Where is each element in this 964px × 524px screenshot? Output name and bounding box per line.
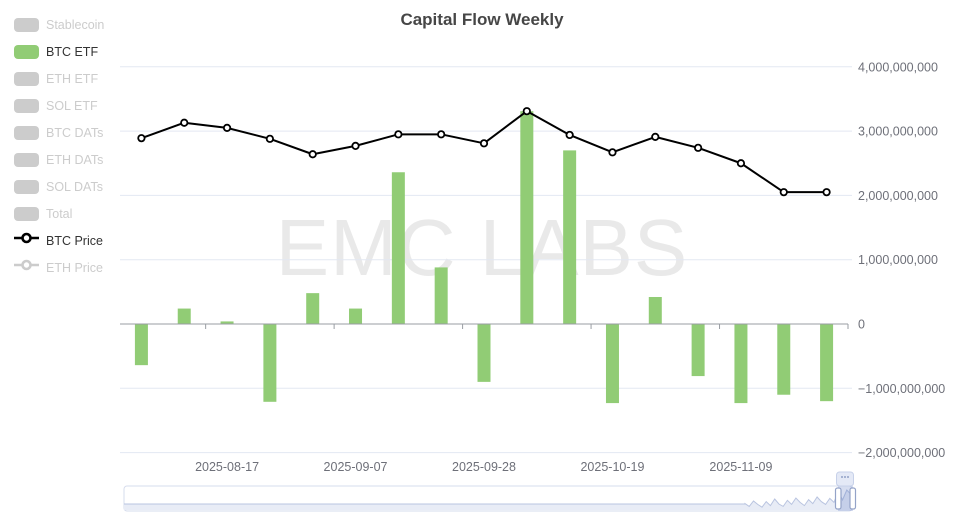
legend-label: SOL ETF xyxy=(46,98,98,113)
bar-2025-08-10 xyxy=(177,308,191,324)
legend-item-eth-etf[interactable]: ETH ETF xyxy=(14,65,104,92)
btc-price-line xyxy=(141,110,827,194)
line-marker-2025-11-16 xyxy=(779,188,788,197)
legend-item-stablecoin[interactable]: Stablecoin xyxy=(14,11,104,38)
bar-2025-08-17 xyxy=(220,321,234,324)
navigator-handle-left[interactable] xyxy=(834,487,842,510)
line-marker-2025-08-03 xyxy=(137,134,146,143)
legend-item-btc-etf[interactable]: BTC ETF xyxy=(14,38,104,65)
line-marker-2025-10-26 xyxy=(651,132,660,141)
legend-swatch xyxy=(14,17,39,32)
bar-2025-09-21 xyxy=(434,267,448,324)
bar-2025-08-31 xyxy=(306,293,320,324)
line-marker-2025-11-02 xyxy=(694,143,703,152)
legend-line-icon xyxy=(14,258,39,277)
x-axis-label: 2025-08-17 xyxy=(195,460,259,474)
line-marker-2025-10-12 xyxy=(565,130,574,140)
legend-item-btc-price[interactable]: BTC Price xyxy=(14,227,104,254)
legend-label: SOL DATs xyxy=(46,179,103,194)
x-axis-label: 2025-10-19 xyxy=(580,460,644,474)
legend: Stablecoin BTC ETF ETH ETF SOL ETF BTC DATs E… xyxy=(14,11,104,281)
legend-swatch xyxy=(14,206,39,221)
bar-2025-11-23 xyxy=(820,324,834,402)
legend-label: Stablecoin xyxy=(46,17,105,32)
line-marker-2025-08-10 xyxy=(180,118,189,127)
x-axis-label: 2025-09-07 xyxy=(324,460,388,474)
line-marker-2025-08-31 xyxy=(308,150,317,159)
bar-2025-11-16 xyxy=(777,324,791,395)
legend-item-total[interactable]: Total xyxy=(14,200,104,227)
bar-2025-10-05 xyxy=(520,111,534,325)
chart-title: Capital Flow Weekly xyxy=(400,10,564,29)
bar-2025-09-07 xyxy=(349,308,363,324)
legend-label: ETH ETF xyxy=(46,71,99,86)
legend-swatch xyxy=(14,44,39,59)
legend-swatch xyxy=(14,179,39,194)
bar-2025-11-02 xyxy=(691,324,705,377)
legend-swatch xyxy=(14,125,39,140)
x-axis-label: 2025-09-28 xyxy=(452,460,516,474)
legend-swatch xyxy=(14,152,39,167)
watermark: EMC LABS xyxy=(275,203,689,292)
legend-label: Total xyxy=(46,206,73,221)
bar-2025-09-14 xyxy=(391,172,405,324)
legend-swatch xyxy=(14,71,39,86)
bar-2025-11-09 xyxy=(734,324,748,404)
line-marker-2025-09-07 xyxy=(351,141,360,150)
legend-line-icon xyxy=(14,231,39,250)
legend-item-eth-price[interactable]: ETH Price xyxy=(14,254,104,281)
line-marker-2025-11-23 xyxy=(822,188,831,197)
legend-swatch xyxy=(14,98,39,113)
y-axis-label: −1,000,000,000 xyxy=(858,382,945,396)
line-marker-2025-09-28 xyxy=(479,139,489,148)
y-axis-label: 4,000,000,000 xyxy=(858,60,938,74)
line-marker-2025-09-14 xyxy=(394,130,403,139)
y-axis-label: 2,000,000,000 xyxy=(858,189,938,203)
legend-item-sol-etf[interactable]: SOL ETF xyxy=(14,92,104,119)
bar-2025-10-19 xyxy=(605,324,619,404)
legend-label: ETH DATs xyxy=(46,152,104,167)
y-axis-label: 0 xyxy=(858,318,865,332)
y-axis-label: 1,000,000,000 xyxy=(858,253,938,267)
bar-2025-09-28 xyxy=(477,324,491,382)
legend-item-btc-dats[interactable]: BTC DATs xyxy=(14,119,104,146)
navigator-grip[interactable] xyxy=(836,471,854,487)
line-marker-2025-10-19 xyxy=(608,148,617,157)
y-axis-label: −2,000,000,000 xyxy=(858,446,945,460)
legend-label: BTC Price xyxy=(46,233,103,248)
navigator-handle-right[interactable] xyxy=(849,487,857,510)
navigator-data-shadow xyxy=(124,490,851,510)
bar-2025-10-12 xyxy=(563,150,577,324)
navigator-window[interactable] xyxy=(838,486,853,511)
x-axis-label: 2025-11-09 xyxy=(709,460,772,474)
bar-2025-08-03 xyxy=(134,324,148,366)
y-axis-label: 3,000,000,000 xyxy=(858,125,938,139)
line-marker-2025-08-24 xyxy=(265,134,274,143)
bar-2025-10-26 xyxy=(648,296,662,324)
navigator-data-shadow-line xyxy=(124,489,852,508)
legend-label: BTC ETF xyxy=(46,44,99,59)
legend-item-eth-dats[interactable]: ETH DATs xyxy=(14,146,104,173)
legend-item-sol-dats[interactable]: SOL DATs xyxy=(14,173,104,200)
line-marker-2025-09-21 xyxy=(437,130,446,139)
line-marker-2025-08-17 xyxy=(222,123,232,132)
legend-label: BTC DATs xyxy=(46,125,104,140)
line-marker-2025-11-09 xyxy=(736,159,746,168)
bar-2025-08-24 xyxy=(263,324,277,402)
line-marker-2025-10-05 xyxy=(522,107,531,116)
legend-label: ETH Price xyxy=(46,260,103,275)
